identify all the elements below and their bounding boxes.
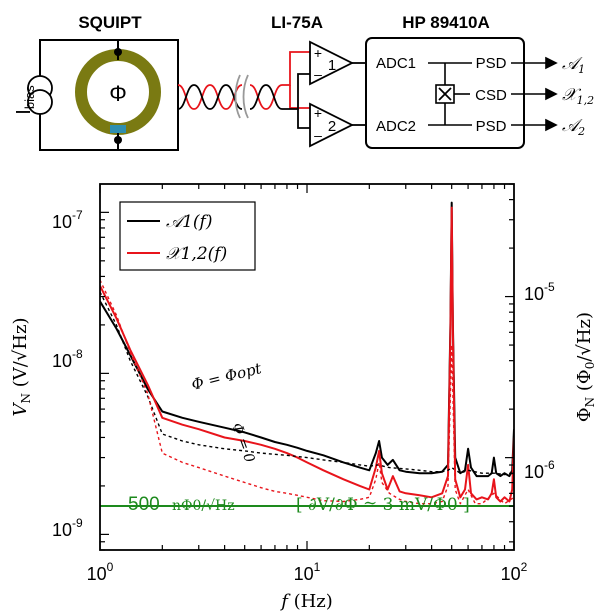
plot-frame [99, 183, 515, 551]
noise-spectrum-chart: 10-9 10-8 10-7 10-6 10-5 100 101 102 f (… [10, 183, 597, 612]
amp1-minus: – [314, 66, 322, 82]
series-line-3 [100, 279, 514, 505]
amp2-gain: 2 [328, 118, 336, 135]
x-tick-label-100: 102 [501, 560, 528, 584]
amp2-minus: – [314, 127, 322, 143]
y-tick-label-1e-9: 10-9 [52, 516, 83, 540]
floor-bracket: [ ∂V/∂Φ ≃ 3 mV/Φ0 ] [296, 495, 470, 515]
amplifier-2-icon [309, 102, 355, 148]
floor-value: 500 [128, 494, 160, 515]
squipt-junction [110, 125, 126, 133]
amplifier-1-icon [309, 40, 355, 86]
y-right-tick-label-1e-6: 10-6 [524, 458, 555, 482]
output-a1: 𝒜1 [562, 54, 585, 76]
output-arrows [511, 56, 558, 132]
psd1-label: PSD [476, 55, 507, 72]
amp2-plus: + [314, 105, 322, 121]
adc2-label: ADC2 [376, 118, 416, 135]
amp-wiring [282, 51, 310, 129]
schematic: SQUIPT LI-75A HP 89410A Ibias Φ [13, 13, 594, 151]
series-line-0 [100, 201, 514, 478]
y-tick-label-1e-8: 10-8 [52, 347, 83, 371]
psd2-label: PSD [476, 118, 507, 135]
y-right-tick-label-1e-5: 10-5 [524, 280, 555, 304]
output-x12: 𝒳1,2 [562, 85, 594, 107]
y-axis-label-left: VN (V/√Hz) [10, 318, 33, 417]
x-axis-label: f (Hz) [279, 591, 333, 612]
amp1-gain: 1 [328, 57, 336, 74]
node-bottom [114, 136, 122, 144]
legend [119, 201, 256, 271]
csd-label: CSD [475, 87, 507, 104]
y-axis-label-right: ΦN (Φ0/√Hz) [574, 312, 597, 422]
multiplier-cross-b [438, 87, 452, 101]
y-tick-label-1e-7: 10-7 [52, 208, 83, 232]
bias-label: Ibias [13, 85, 37, 115]
x-tick-label-10: 101 [294, 560, 321, 584]
amp1-plus: + [314, 45, 322, 61]
adc1-label: ADC1 [376, 55, 416, 72]
x-tick-label-1: 100 [87, 560, 114, 584]
legend-label-black: 𝒜1(f) [166, 212, 212, 232]
floor-annotation: 500 nΦ0/√Hz [ ∂V/∂Φ ≃ 3 mV/Φ0 ] [128, 494, 470, 515]
squipt-title: SQUIPT [78, 13, 142, 32]
series-line-2 [100, 291, 514, 476]
twisted-pair-cable [177, 74, 283, 119]
output-a2: 𝒜2 [562, 116, 585, 138]
phi-symbol: Φ [109, 81, 127, 106]
node-top [114, 48, 122, 56]
lockin-title: LI-75A [271, 13, 323, 32]
legend-label-red: 𝒳1,2(f) [166, 244, 227, 264]
floor-unit: nΦ0/√Hz [172, 498, 235, 514]
series-layer [100, 201, 514, 507]
analyzer-title: HP 89410A [402, 13, 490, 32]
